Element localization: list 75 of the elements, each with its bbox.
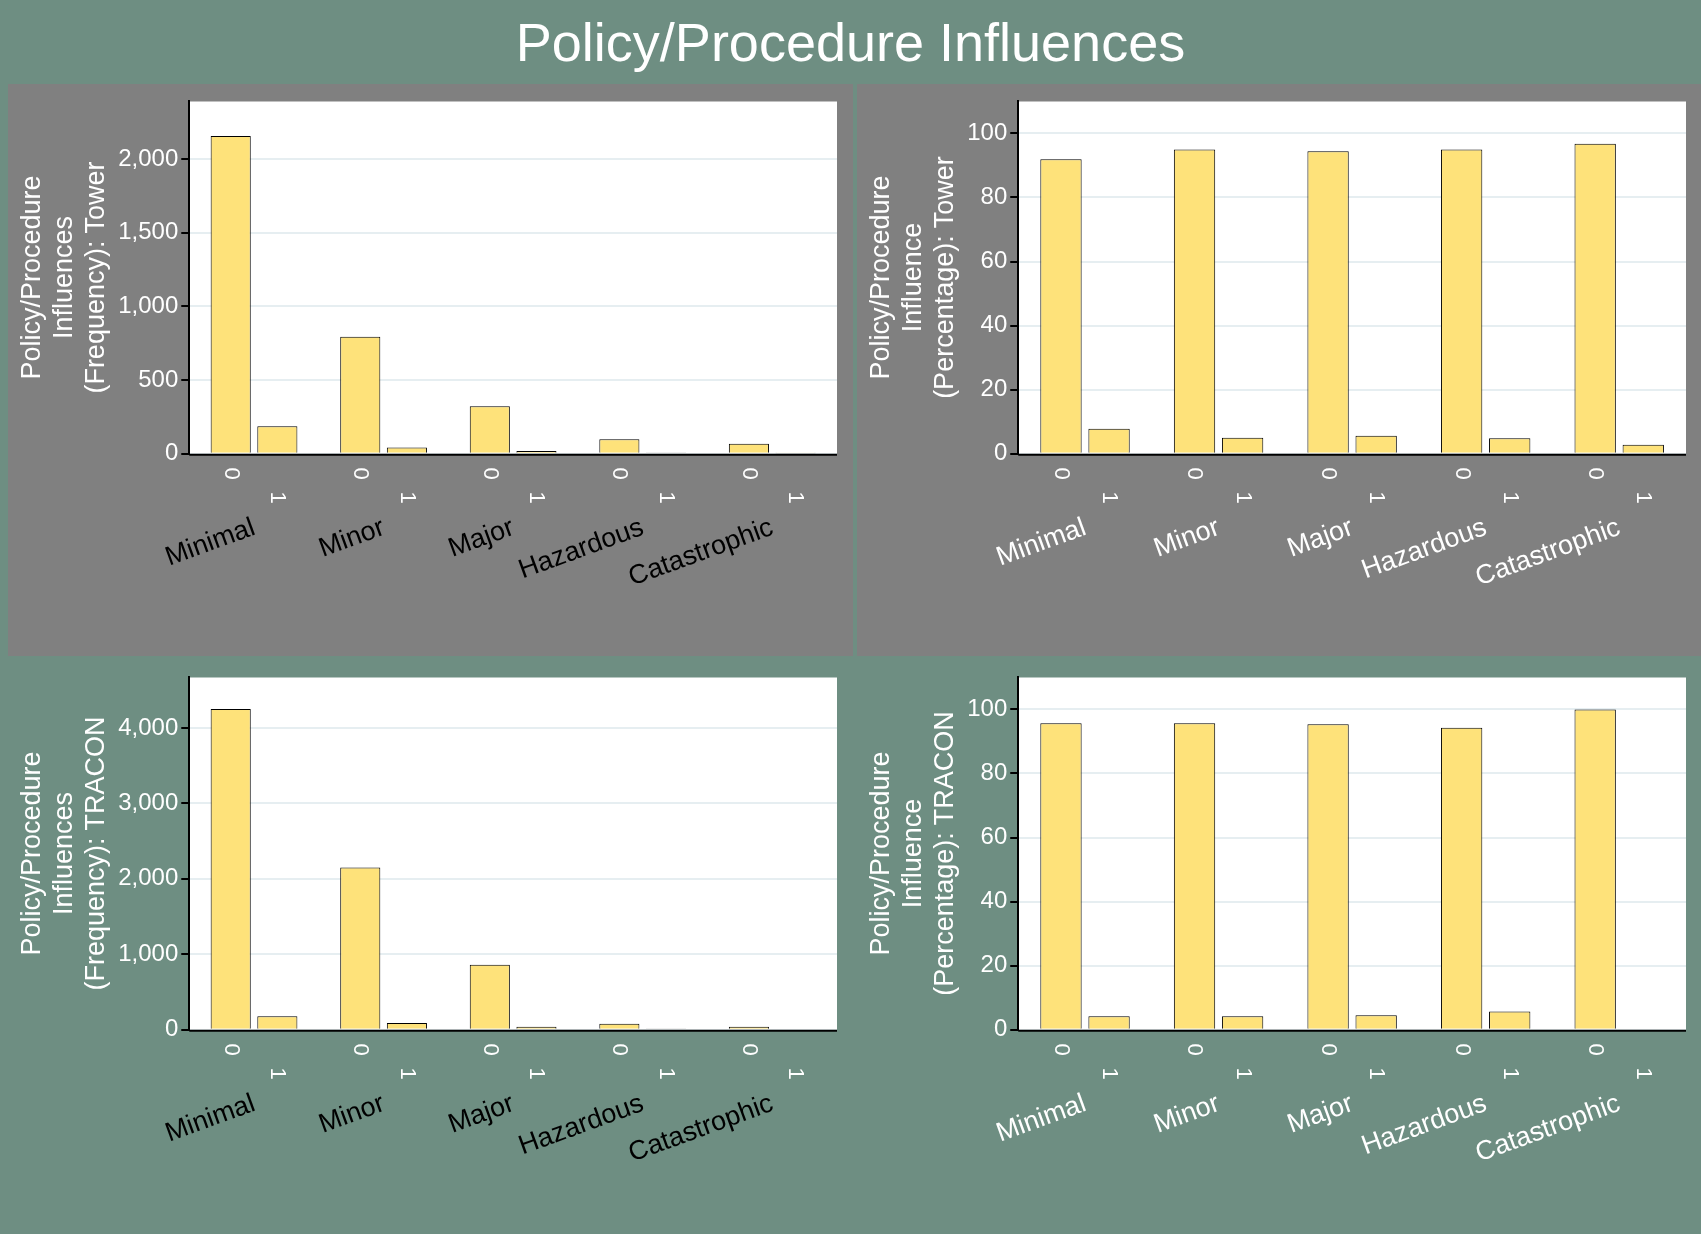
text: 0	[737, 1043, 763, 1056]
text: 1	[395, 1067, 421, 1080]
text: 0	[1049, 1043, 1075, 1056]
text: 0	[1450, 1043, 1476, 1056]
y-tick-label: 500	[138, 364, 179, 392]
text: 1	[1231, 1067, 1257, 1080]
text: 0	[1317, 467, 1343, 480]
y-tick-label: 4,000	[118, 712, 179, 740]
y-tick-label: 100	[967, 694, 1008, 722]
y-tick-label: 0	[993, 1014, 1008, 1042]
text: 0	[1183, 467, 1209, 480]
text: 1	[654, 491, 680, 504]
text: 0	[219, 1043, 245, 1056]
text: 0	[1584, 1043, 1610, 1056]
y-tick-label: 20	[980, 374, 1008, 402]
y-tick-label: 60	[980, 246, 1008, 274]
y-axis-title: Policy/Procedure Influence (Percentage): Tower	[864, 156, 960, 399]
x-tick-label: Minor	[314, 1087, 389, 1139]
text: 1	[525, 491, 551, 504]
x-tick-label: Major	[444, 1087, 518, 1139]
text: 0	[1317, 1043, 1343, 1056]
y-axis-title: Policy/Procedure Influence (Percentage): TRACON	[864, 711, 960, 996]
y-tick-label: 0	[164, 438, 179, 466]
text: 0	[737, 467, 763, 480]
text: 1	[1098, 491, 1123, 504]
chart-title: Policy/Procedure Influences	[515, 11, 1186, 73]
y-tick-label: 1,000	[118, 290, 179, 318]
y-axis-title: Policy/Procedure Influences (Frequency): Tower	[15, 161, 111, 394]
text: 1	[395, 491, 421, 504]
text: 0	[478, 1043, 504, 1056]
text: 0	[219, 467, 245, 480]
text: 1	[525, 1067, 551, 1080]
text: 0	[349, 1043, 375, 1056]
text: 0	[1584, 467, 1610, 480]
text: 1	[1231, 491, 1257, 504]
y-tick-label: 2,000	[118, 863, 179, 891]
text: 0	[478, 467, 504, 480]
text: 1	[784, 1067, 810, 1080]
text: 0	[608, 467, 634, 480]
y-tick-label: 40	[980, 886, 1008, 914]
text: 1	[1365, 1067, 1391, 1080]
text: 1	[654, 1067, 680, 1080]
y-axis-title: Policy/Procedure Influences (Frequency): TRACON	[15, 716, 111, 991]
y-tick-label: 2,000	[118, 143, 179, 171]
text: 1	[784, 491, 810, 504]
y-tick-label: 40	[980, 310, 1008, 338]
x-tick-label: Minor	[314, 511, 389, 563]
y-tick-label: 20	[980, 950, 1008, 978]
text: 1	[1632, 1067, 1658, 1080]
text: 1	[1498, 1067, 1524, 1080]
text: 1	[1498, 491, 1524, 504]
y-tick-label: 0	[164, 1014, 179, 1042]
y-tick-label: 100	[967, 118, 1008, 146]
y-tick-label: 1,500	[118, 217, 179, 245]
x-tick-label: Major	[1283, 511, 1357, 563]
x-tick-label: Major	[444, 511, 518, 563]
text: 0	[608, 1043, 634, 1056]
x-tick-label: Minor	[1149, 511, 1224, 563]
text: 0	[1450, 467, 1476, 480]
text: 0	[1183, 1043, 1209, 1056]
y-tick-label: 0	[993, 438, 1008, 466]
y-tick-label: 1,000	[118, 938, 179, 966]
text: 1	[266, 1067, 292, 1080]
text: 0	[1049, 467, 1075, 480]
y-tick-label: 3,000	[118, 788, 179, 816]
y-tick-label: 60	[980, 822, 1008, 850]
y-tick-label: 80	[980, 182, 1008, 210]
text: 0	[349, 467, 375, 480]
y-tick-label: 80	[980, 758, 1008, 786]
x-tick-label: Minor	[1149, 1087, 1224, 1139]
text: 1	[1098, 1067, 1123, 1080]
text: 1	[266, 491, 292, 504]
x-tick-label: Major	[1283, 1087, 1357, 1139]
text: 1	[1365, 491, 1391, 504]
text: 1	[1632, 491, 1658, 504]
